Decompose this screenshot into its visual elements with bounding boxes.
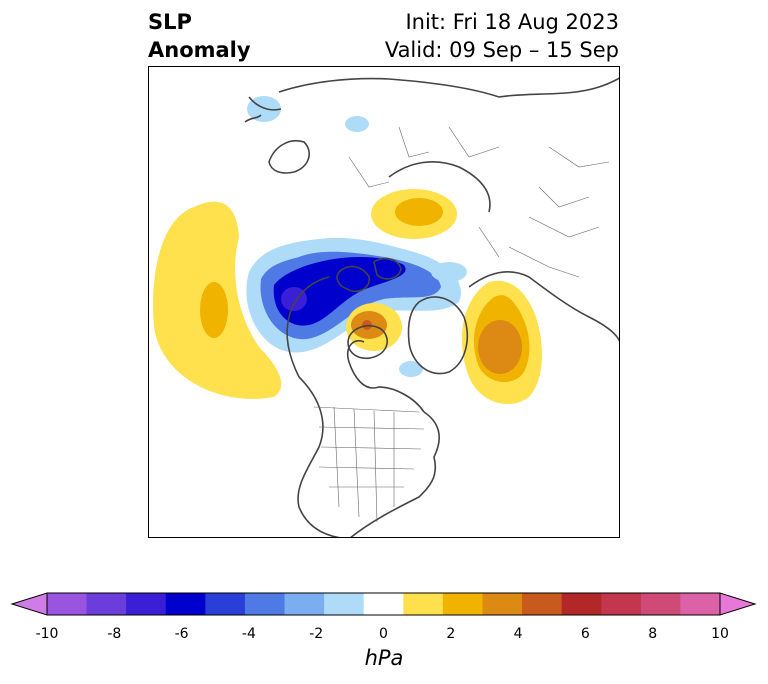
slp-anomaly-map	[148, 66, 620, 538]
title-line-2: Anomaly	[148, 38, 251, 62]
colorbar-cell	[165, 593, 206, 615]
colorbar-cell	[680, 593, 721, 615]
colorbar-cell	[244, 593, 286, 615]
map-title: SLP Anomaly	[148, 8, 251, 64]
valid-time-label: Init: Fri 18 Aug 2023 Valid: 09 Sep – 15…	[385, 8, 619, 64]
colorbar-extend-high	[719, 592, 757, 616]
colorbar-cell	[205, 593, 246, 615]
colorbar-tick-label: 10	[711, 626, 729, 642]
colorbar-cell	[561, 593, 602, 615]
title-line-1: SLP	[148, 10, 192, 34]
valid-period: Valid: 09 Sep – 15 Sep	[384, 38, 619, 62]
colorbar-extend-low	[10, 592, 48, 616]
colorbar-cell	[442, 593, 483, 615]
political-borders	[313, 126, 610, 523]
colorbar-tick-label: -2	[309, 626, 324, 642]
arctic-low-blob	[345, 116, 369, 132]
colorbar-tick-label: 2	[446, 626, 456, 642]
coastlines	[244, 77, 619, 537]
colorbar	[10, 592, 757, 616]
canadian-low-core	[281, 287, 307, 311]
greenland-low-blob	[431, 262, 467, 282]
colorbar-cell	[284, 593, 325, 615]
colorbar-tick-label: 8	[648, 626, 658, 642]
colorbar-outline	[46, 592, 721, 616]
colorbar-cell	[126, 593, 167, 615]
anomaly-shading	[153, 96, 543, 405]
colorbar-tick-label: 6	[580, 626, 590, 642]
labrador-low-anomaly	[399, 361, 423, 377]
colorbar-cell	[482, 593, 523, 615]
colorbar-cells	[47, 593, 721, 615]
map-canvas	[153, 77, 619, 537]
colorbar-tick-label: -10	[35, 626, 59, 642]
colorbar-cell	[363, 593, 404, 615]
colorbar-cell	[86, 593, 127, 615]
colorbar-cell	[324, 593, 365, 615]
colorbar-unit: hPa	[364, 646, 404, 670]
colorbar-cell	[403, 593, 444, 615]
atlantic-high-core	[478, 320, 522, 374]
colorbar-cell	[640, 593, 681, 615]
colorbar-cell	[601, 593, 642, 615]
siberian-high-core	[395, 198, 443, 226]
canadian-low-inner	[273, 257, 406, 326]
init-time: Init: Fri 18 Aug 2023	[405, 10, 619, 34]
colorbar-tick-label: 4	[513, 626, 523, 642]
pacific-high-core	[200, 282, 228, 338]
colorbar-tick-label: -4	[241, 626, 256, 642]
colorbar-cell	[522, 593, 563, 615]
colorbar-cell	[47, 593, 88, 615]
colorbar-tick-label: -6	[174, 626, 189, 642]
colorbar-tick-label: 0	[379, 626, 388, 642]
colorbar-tick-label: -8	[107, 626, 122, 642]
